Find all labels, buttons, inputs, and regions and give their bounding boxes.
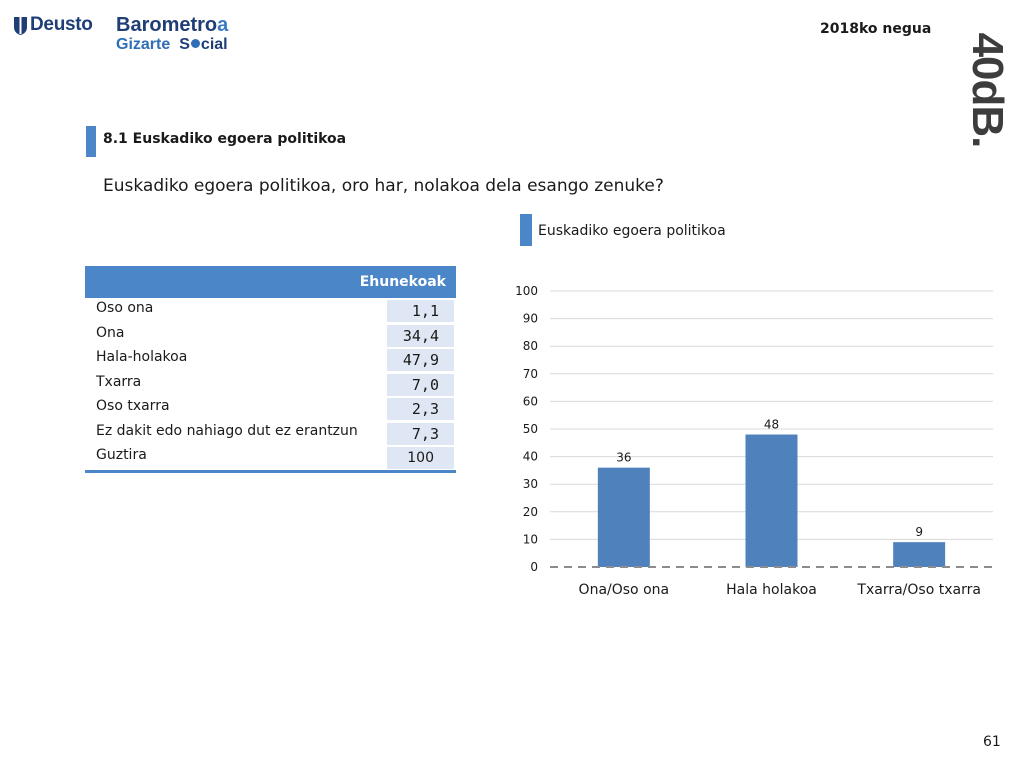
table-row: Hala-holakoa 47,9 [85,347,456,372]
y-tick-label: 20 [523,505,538,519]
data-label: 48 [764,418,779,432]
table-header: Ehunekoak [85,266,456,298]
bar [893,542,946,567]
data-label: 9 [915,525,923,539]
row-value: 1,1 [387,300,454,322]
row-value: 2,3 [387,398,454,420]
y-tick-label: 80 [523,339,538,353]
section-title: 8.1 Euskadiko egoera politikoa [103,131,347,147]
y-tick-label: 100 [515,284,538,298]
y-tick-label: 30 [523,477,538,491]
bar [745,434,798,567]
y-tick-label: 10 [523,532,538,546]
percentage-table: Ehunekoak Oso ona 1,1 Ona 34,4 Hala-hola… [85,266,456,473]
y-tick-label: 90 [523,312,538,326]
brand-logo-40db: 40dB. [963,32,1012,148]
page-number: 61 [983,734,1001,750]
row-value: 100 [387,447,454,469]
shield-icon [14,17,27,35]
row-label: Hala-holakoa [96,349,188,365]
question-text: Euskadiko egoera politikoa, oro har, nol… [103,176,664,196]
bar-chart: 0 10 20 30 40 50 60 70 80 90 100 36 Ona/Oso ona 48 Hal… [515,284,993,598]
table-row-total: Guztira 100 [85,445,456,470]
season-label: 2018ko negua [820,21,932,37]
row-value: 34,4 [387,324,454,347]
y-tick-label: 50 [523,422,538,436]
dot-icon [190,39,200,48]
data-label: 36 [616,451,631,465]
table-row: Oso txarra 2,3 [85,396,456,421]
deusto-logo: Deusto [14,14,93,36]
x-category-label: Ona/Oso ona [579,582,670,598]
row-label: Ez dakit edo nahiago dut ez erantzun [96,422,358,439]
chart-title: Euskadiko egoera politikoa [538,223,726,239]
y-tick-label: 70 [523,367,538,381]
row-label: Guztira [96,447,147,463]
row-value: 7,3 [387,422,454,445]
row-label: Oso ona [96,300,154,316]
row-label: Ona [96,324,125,341]
table-row: Txarra 7,0 [85,372,456,397]
x-category-label: Txarra/Oso txarra [856,582,981,598]
row-label: Oso txarra [96,398,170,414]
y-tick-label: 40 [523,450,538,464]
table-row: Ez dakit edo nahiago dut ez erantzun 7,3 [85,421,456,446]
bar [597,467,650,567]
row-label: Txarra [96,373,142,390]
barometro-wordmark: Barometroa [116,14,229,36]
row-value: 7,0 [387,373,454,396]
row-value: 47,9 [387,349,454,371]
y-tick-label: 0 [530,560,538,574]
chart-title-marker [520,214,532,246]
x-category-label: Hala holakoa [726,582,817,598]
table-row: Ona 34,4 [85,323,456,348]
table-bottom-rule [85,469,456,473]
deusto-wordmark: Deusto [30,14,93,35]
table-row: Oso ona 1,1 [85,298,456,323]
y-tick-label: 60 [523,394,538,408]
section-marker [86,126,96,157]
